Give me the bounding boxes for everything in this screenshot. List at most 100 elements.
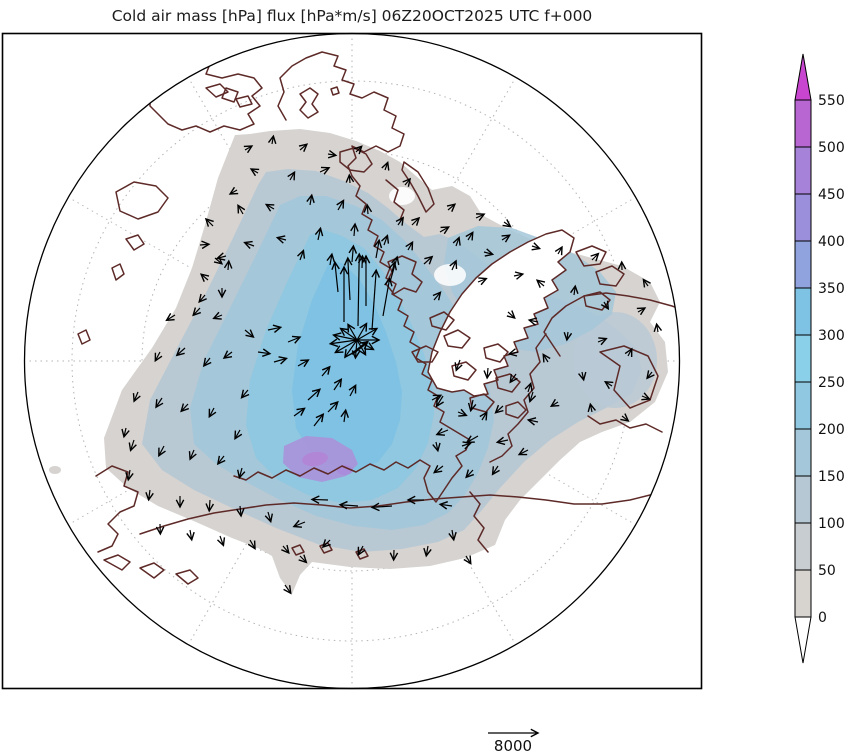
flux-arrow <box>483 248 495 257</box>
flux-arrow <box>198 293 207 304</box>
flux-arrow <box>432 441 441 453</box>
colorbar-tick-label: 50 <box>818 563 836 579</box>
flux-arrow <box>502 219 512 228</box>
flux-arrow <box>363 203 373 215</box>
flux-arrow <box>249 168 260 177</box>
colorbar-tick-label: 450 <box>818 187 845 203</box>
flux-arrow <box>432 291 442 301</box>
meridian-line <box>68 394 294 525</box>
flux-arrow <box>405 240 414 251</box>
meridian-line <box>410 197 636 328</box>
coastline-path <box>139 485 673 535</box>
coastline-path <box>77 329 91 345</box>
flux-arrow <box>234 429 243 440</box>
flux-arrow <box>313 412 325 427</box>
flux-arrow <box>121 427 130 439</box>
flux-arrow <box>267 324 283 333</box>
flux-arrow <box>186 529 195 542</box>
flux-arrow <box>306 193 315 206</box>
flux-arrow <box>333 377 343 391</box>
flux-arrow <box>208 407 217 419</box>
flux-arrow <box>307 388 322 401</box>
flux-arrow <box>321 539 331 549</box>
flux-arrow <box>491 465 500 476</box>
flux-arrow <box>554 245 563 256</box>
flux-arrow <box>216 455 226 466</box>
meridian-line <box>68 197 294 328</box>
flux-arrow <box>336 199 345 211</box>
flux-arrow <box>526 417 539 426</box>
coastline-path <box>139 562 165 579</box>
flux-arrow <box>494 404 504 414</box>
coastline-path <box>401 161 435 213</box>
flux-arrow <box>154 351 163 363</box>
flux-arrow <box>590 252 600 262</box>
flux-arrow <box>603 380 614 390</box>
colorbar-cell <box>794 569 812 618</box>
flux-arrow <box>128 439 137 452</box>
flux-arrow <box>624 347 633 358</box>
shaded-region <box>49 466 61 474</box>
colorbar-tick-label: 0 <box>818 610 827 626</box>
flux-arrow <box>370 502 393 512</box>
flux-arrow <box>243 240 255 249</box>
flux-arrow <box>475 213 486 222</box>
coastline-path <box>95 465 139 553</box>
flux-arrow <box>653 322 663 333</box>
flux-arrow <box>319 166 331 175</box>
flux-arrow <box>446 203 457 212</box>
flux-arrow <box>237 467 246 480</box>
flux-arrow <box>527 317 539 326</box>
colorbar-cell <box>794 146 812 195</box>
colorbar-cell <box>794 240 812 289</box>
flux-arrow <box>287 335 302 344</box>
flux-arrow <box>158 445 166 458</box>
flux-arrow <box>344 339 358 359</box>
flux-arrow <box>298 143 309 152</box>
meridian-line <box>385 419 516 645</box>
flux-arrow <box>223 259 233 271</box>
coastline-path <box>505 401 527 419</box>
coastline-path <box>489 333 547 463</box>
flux-arrow <box>297 249 306 261</box>
flux-arrow <box>283 584 292 595</box>
flux-arrow <box>381 234 390 246</box>
flux-arrow <box>327 149 338 159</box>
flux-arrow <box>354 252 364 327</box>
flux-arrow <box>297 359 310 368</box>
coastline-path <box>277 51 405 177</box>
flux-arrow <box>461 441 473 450</box>
flux-arrow <box>373 238 383 259</box>
flux-arrow <box>351 340 369 355</box>
flux-arrow <box>517 447 529 456</box>
flux-arrow <box>353 145 363 155</box>
coastline-path <box>385 179 405 221</box>
meridian-line <box>385 77 516 303</box>
flux-arrow <box>578 371 587 382</box>
coastline-path <box>115 181 169 220</box>
colorbar-cell <box>794 428 812 477</box>
flux-arrow <box>165 312 176 322</box>
flux-arrow <box>479 411 488 421</box>
flux-arrow <box>465 469 475 479</box>
flux-arrow <box>509 373 518 384</box>
flux-arrow <box>293 407 306 417</box>
colorbar-cell <box>794 381 812 430</box>
reference-arrow-label: 8000 <box>494 737 532 755</box>
flux-arrow <box>236 505 245 518</box>
meridian-line <box>410 394 636 525</box>
flux-arrow <box>381 161 390 171</box>
meridian-line <box>188 419 319 645</box>
colorbar-cell <box>794 475 812 524</box>
flux-arrow <box>597 337 608 346</box>
coastline-path <box>299 87 319 119</box>
flux-arrow <box>132 391 141 403</box>
flux-arrow <box>264 511 274 524</box>
shaded-region <box>434 264 466 286</box>
colorbar-over-arrow <box>794 53 812 101</box>
flux-arrow <box>339 327 358 341</box>
coastline-path <box>429 311 455 331</box>
flux-arrow <box>237 204 246 215</box>
flux-arrow <box>411 216 421 226</box>
colorbar-tick-label: 100 <box>818 516 845 532</box>
